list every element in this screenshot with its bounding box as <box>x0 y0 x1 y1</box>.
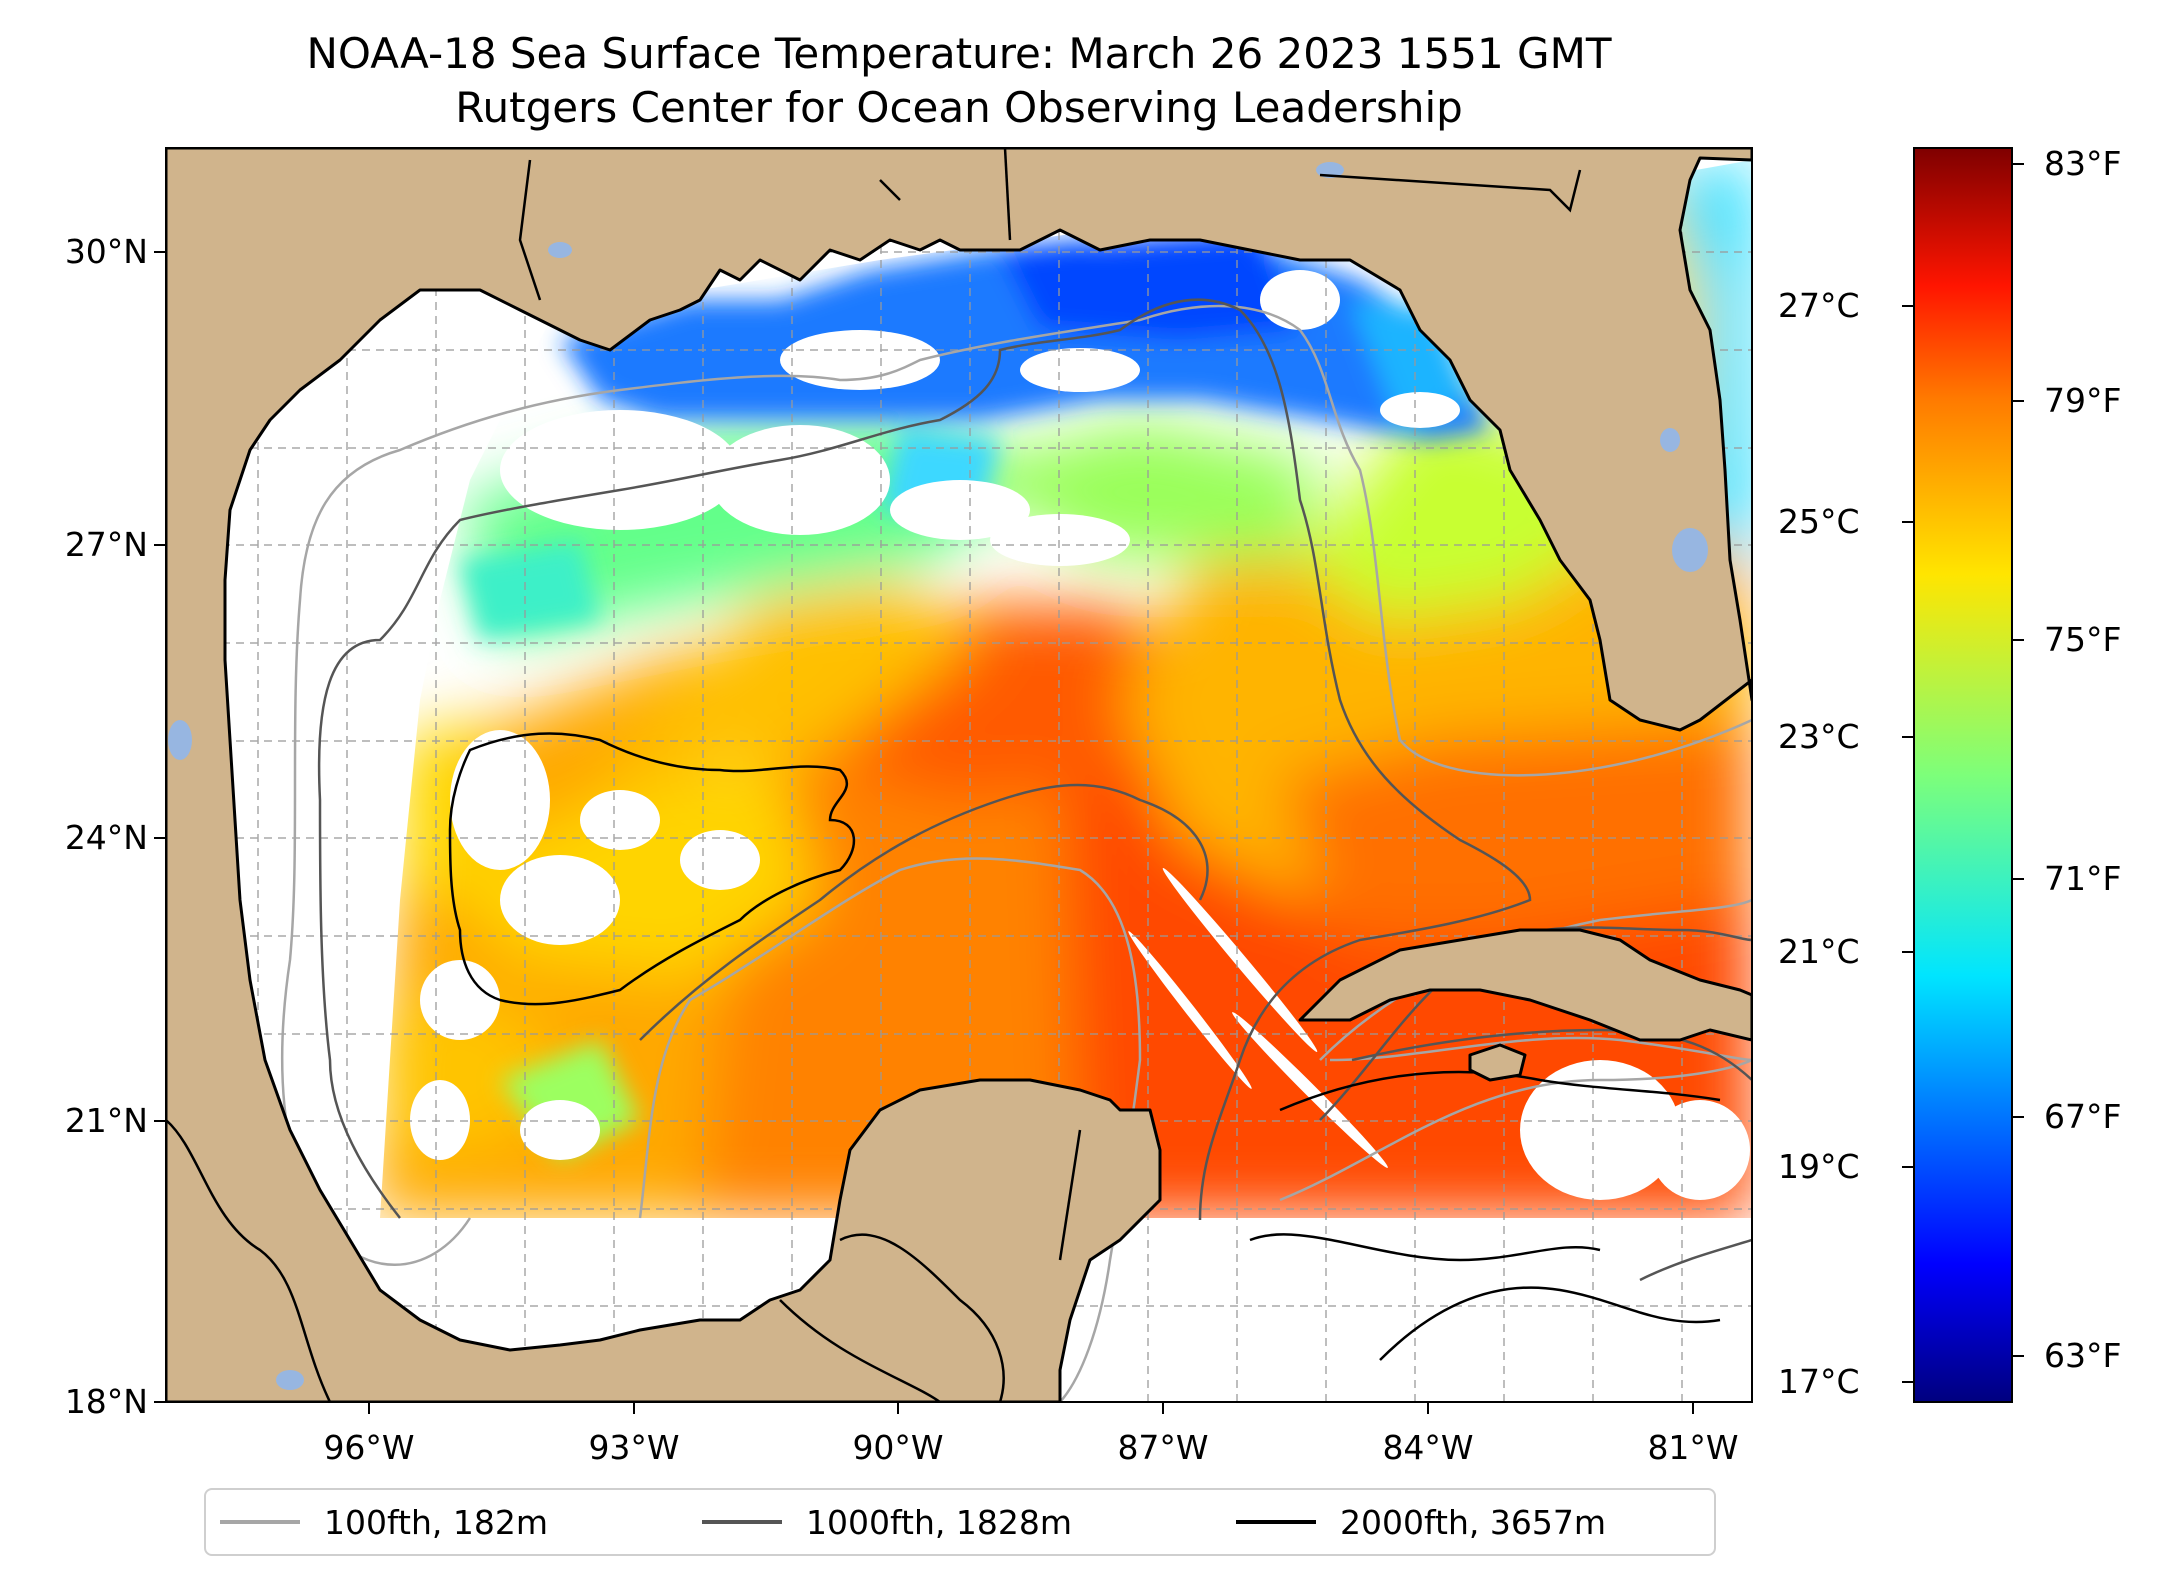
map-subtitle: Rutgers Center for Ocean Observing Leade… <box>455 83 1463 132</box>
legend-item-1000fth: 1000fth, 1828m <box>702 1490 1072 1554</box>
lon-label: 93°W <box>588 1428 680 1467</box>
legend-label: 100fth, 182m <box>324 1502 548 1542</box>
colorbar <box>1913 147 2013 1403</box>
colorbar-celsius-label: 17°C <box>1778 1362 1860 1401</box>
legend-swatch <box>1236 1520 1316 1524</box>
colorbar-celsius-label: 19°C <box>1778 1147 1860 1186</box>
lat-label: 27°N <box>64 525 148 564</box>
land-north-america <box>166 148 1752 1402</box>
colorbar-celsius-label: 23°C <box>1778 717 1860 756</box>
colorbar-celsius-label: 25°C <box>1778 502 1860 541</box>
legend-label: 1000fth, 1828m <box>806 1502 1072 1542</box>
lat-label: 24°N <box>64 818 148 857</box>
colorbar-ticks <box>1902 163 2024 1383</box>
land-cuba <box>1298 928 1752 1042</box>
contour-legend: 100fth, 182m 1000fth, 1828m 2000fth, 365… <box>204 1488 1716 1556</box>
legend-swatch <box>220 1520 300 1524</box>
lon-label: 81°W <box>1647 1428 1739 1467</box>
axis-ticks <box>154 251 1694 1414</box>
colorbar-celsius-label: 21°C <box>1778 932 1860 971</box>
colorbar-fahrenheit-label: 75°F <box>2044 620 2122 659</box>
lon-label: 87°W <box>1117 1428 1209 1467</box>
lat-label: 21°N <box>64 1101 148 1140</box>
contour-100fth <box>281 304 1752 1402</box>
lat-label: 18°N <box>64 1382 148 1421</box>
lat-label: 30°N <box>64 232 148 271</box>
colorbar-fahrenheit-label: 67°F <box>2044 1097 2122 1136</box>
legend-label: 2000fth, 3657m <box>1340 1502 1606 1542</box>
map-frame <box>165 147 1753 1403</box>
legend-item-2000fth: 2000fth, 3657m <box>1236 1490 1606 1554</box>
lon-label: 96°W <box>323 1428 415 1467</box>
lon-label: 84°W <box>1382 1428 1474 1467</box>
legend-item-100fth: 100fth, 182m <box>220 1490 548 1554</box>
colorbar-fahrenheit-label: 63°F <box>2044 1336 2122 1375</box>
land-isle-of-youth <box>1468 1043 1527 1082</box>
borders <box>166 148 1582 1402</box>
map-title: NOAA-18 Sea Surface Temperature: March 2… <box>306 29 1612 78</box>
colorbar-fahrenheit-label: 83°F <box>2044 144 2122 183</box>
contour-2000fth <box>448 732 1721 1361</box>
lon-label: 90°W <box>852 1428 944 1467</box>
land <box>166 148 1752 1402</box>
legend-swatch <box>702 1520 782 1524</box>
colorbar-fahrenheit-label: 79°F <box>2044 381 2122 420</box>
colorbar-celsius-label: 27°C <box>1778 286 1860 325</box>
colorbar-fahrenheit-label: 71°F <box>2044 859 2122 898</box>
lakes <box>168 162 1708 1390</box>
